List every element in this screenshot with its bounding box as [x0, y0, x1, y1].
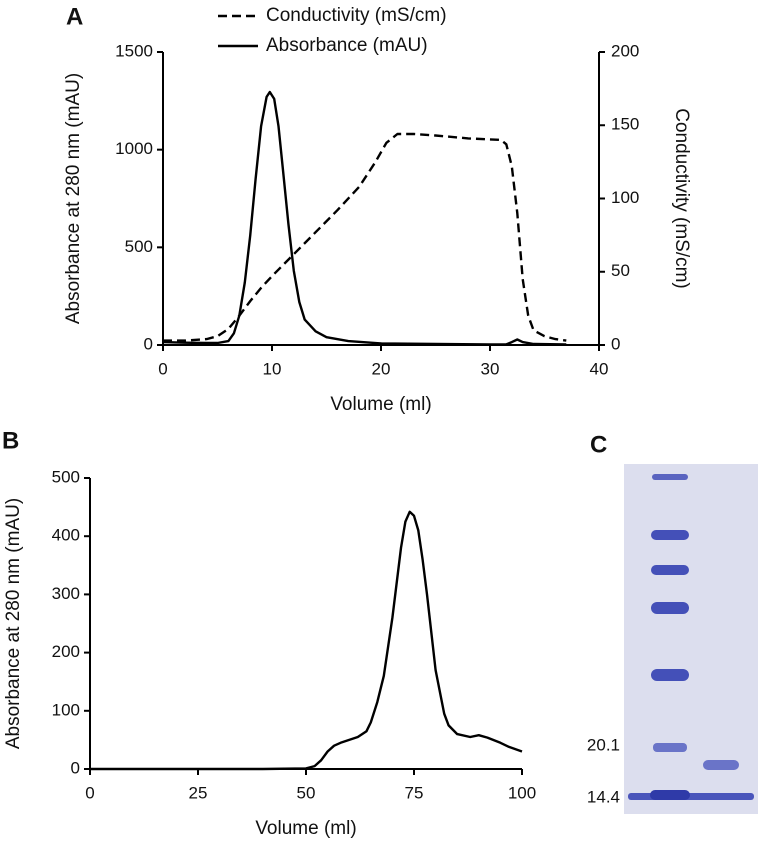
band — [651, 530, 689, 540]
band — [651, 565, 689, 575]
x-tick-label: 30 — [481, 359, 500, 378]
x-tick-label: 20 — [372, 359, 391, 378]
marker-label: 14.4 — [587, 787, 620, 806]
y2-tick-label: 50 — [611, 261, 630, 280]
y-tick-label: 100 — [52, 700, 80, 719]
y-tick-label: 500 — [125, 237, 153, 256]
x-tick-label: 40 — [590, 359, 609, 378]
y2-tick-label: 100 — [611, 188, 639, 207]
x-tick-label: 25 — [189, 783, 208, 802]
band — [652, 474, 688, 480]
x-tick-label: 10 — [263, 359, 282, 378]
band — [628, 793, 754, 800]
legend-label: Conductivity (mS/cm) — [266, 5, 447, 26]
y-tick-label: 0 — [71, 758, 80, 777]
y-axis-label: Absorbance at 280 nm (mAU) — [63, 73, 84, 324]
x-axis-label: Volume (ml) — [255, 818, 356, 839]
band — [703, 760, 739, 770]
marker-label: 20.1 — [587, 735, 620, 754]
x-tick-label: 100 — [508, 783, 536, 802]
panel-label: C — [590, 431, 607, 458]
data-line — [162, 90, 567, 346]
data-line — [90, 510, 523, 771]
band — [650, 790, 690, 800]
y-axis-label: Absorbance at 280 nm (mAU) — [3, 498, 24, 749]
data-line — [163, 132, 567, 342]
y2-tick-label: 0 — [611, 334, 620, 353]
gel — [624, 464, 758, 814]
x-axis-label: Volume (ml) — [330, 394, 431, 415]
panel-label: A — [66, 3, 83, 30]
y-tick-label: 500 — [52, 467, 80, 486]
y-tick-label: 1500 — [115, 41, 153, 60]
gel-image — [624, 464, 758, 814]
panel-label: B — [2, 427, 19, 454]
band — [651, 669, 689, 681]
band — [653, 743, 687, 752]
y2-axis-label: Conductivity (mS/cm) — [671, 108, 692, 289]
y-tick-label: 400 — [52, 526, 80, 545]
x-tick-label: 75 — [405, 783, 424, 802]
band — [651, 602, 689, 614]
x-tick-label: 50 — [297, 783, 316, 802]
y-tick-label: 300 — [52, 584, 80, 603]
y2-tick-label: 150 — [611, 115, 639, 134]
x-tick-label: 0 — [158, 359, 167, 378]
x-tick-label: 0 — [85, 783, 94, 802]
y-tick-label: 0 — [144, 334, 153, 353]
y2-tick-label: 200 — [611, 41, 639, 60]
legend-label: Absorbance (mAU) — [266, 35, 428, 56]
y-tick-label: 200 — [52, 642, 80, 661]
y-tick-label: 1000 — [115, 139, 153, 158]
